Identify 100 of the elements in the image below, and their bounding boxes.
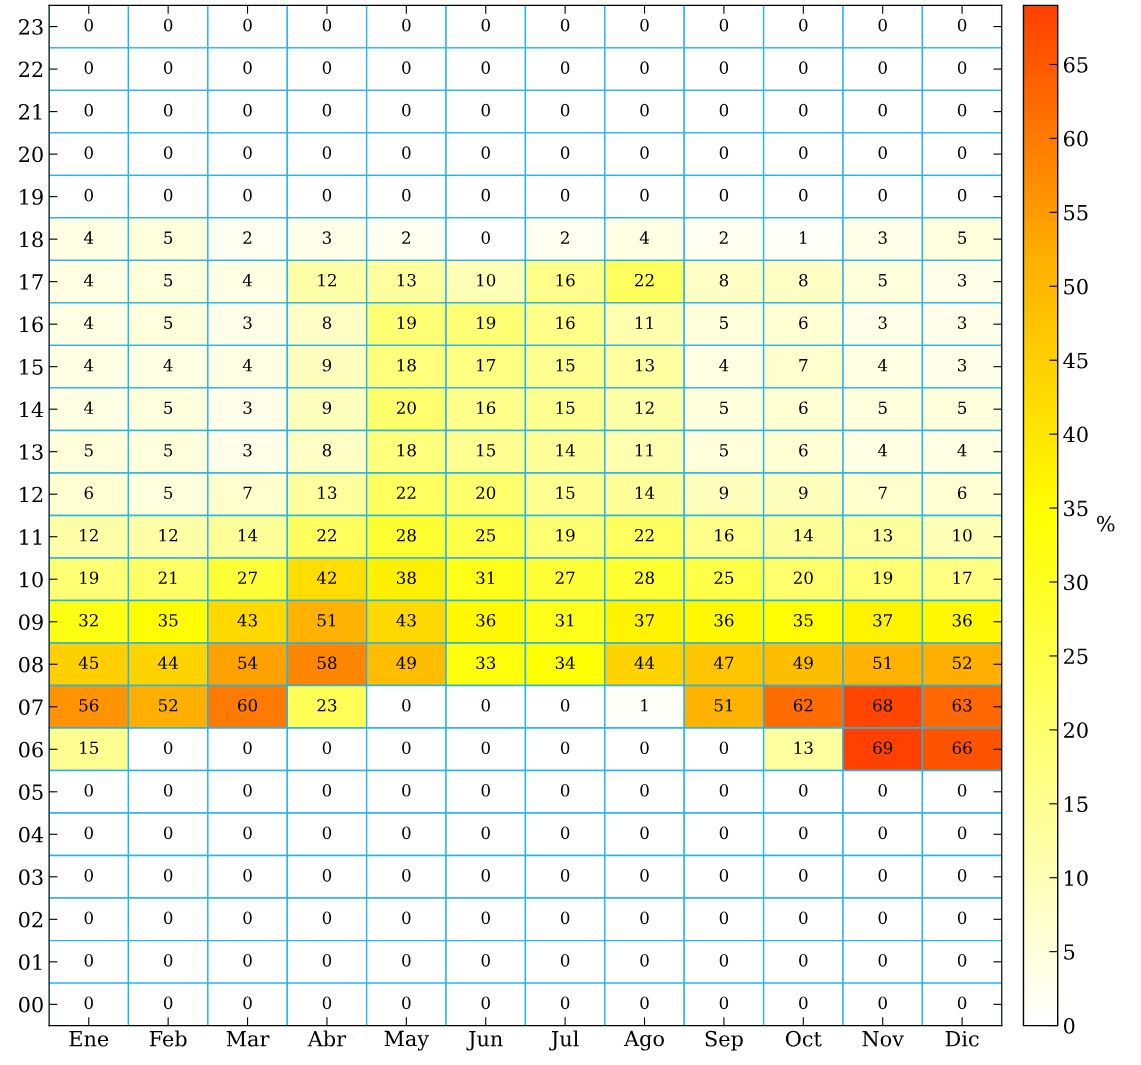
data-label: 0 bbox=[878, 188, 887, 202]
data-label: 0 bbox=[719, 146, 729, 159]
data-label: 0 bbox=[799, 996, 808, 1010]
data-label: 25 bbox=[476, 528, 496, 542]
data-label: 0 bbox=[560, 188, 570, 202]
data-label: 0 bbox=[719, 61, 729, 74]
y-tick-label: 07 bbox=[19, 699, 43, 715]
data-label: 0 bbox=[163, 103, 173, 117]
data-label: 0 bbox=[163, 18, 173, 32]
data-label: 51 bbox=[714, 698, 733, 712]
color-bar-label: 0 bbox=[1063, 1018, 1075, 1034]
data-label: 0 bbox=[402, 61, 411, 74]
color-bar-title: % bbox=[1097, 515, 1115, 532]
y-tick-label: 10 bbox=[20, 571, 43, 588]
data-label: 0 bbox=[322, 146, 332, 159]
data-label: 35 bbox=[793, 613, 813, 627]
data-label: 44 bbox=[634, 656, 655, 669]
y-tick-label: 01 bbox=[19, 954, 42, 971]
data-label: 0 bbox=[719, 188, 729, 202]
data-label: 0 bbox=[957, 869, 967, 882]
data-label: 0 bbox=[84, 911, 93, 925]
data-label: 4 bbox=[83, 401, 94, 414]
data-label: 0 bbox=[640, 188, 649, 202]
data-label: 27 bbox=[238, 571, 257, 584]
data-label: 0 bbox=[322, 996, 332, 1010]
data-label: 4 bbox=[877, 358, 888, 372]
data-label: 4 bbox=[877, 443, 888, 457]
data-label: 5 bbox=[164, 401, 173, 415]
y-tick-label: 05 bbox=[19, 784, 43, 800]
data-label: 0 bbox=[402, 741, 411, 755]
x-tick-label: Dic bbox=[945, 1030, 979, 1047]
data-label: 0 bbox=[640, 996, 649, 1010]
data-label: 3 bbox=[243, 401, 252, 415]
data-label: 0 bbox=[640, 784, 649, 797]
data-label: 0 bbox=[640, 954, 649, 967]
data-label: 54 bbox=[238, 656, 258, 670]
data-label: 19 bbox=[397, 316, 416, 329]
data-label: 2 bbox=[243, 231, 252, 244]
data-label: 0 bbox=[322, 18, 332, 32]
data-label: 0 bbox=[243, 954, 252, 967]
data-label: 0 bbox=[84, 188, 93, 202]
data-label: 0 bbox=[163, 996, 173, 1010]
data-label: 0 bbox=[957, 954, 967, 967]
data-label: 2 bbox=[560, 231, 569, 244]
data-label: 2 bbox=[719, 231, 728, 244]
data-label: 0 bbox=[640, 103, 649, 117]
data-label: 18 bbox=[397, 358, 416, 372]
data-label: 0 bbox=[84, 18, 93, 32]
data-label: 0 bbox=[957, 911, 967, 925]
x-tick-label: Nov bbox=[862, 1031, 904, 1047]
data-label: 37 bbox=[635, 613, 654, 627]
data-label: 5 bbox=[878, 274, 887, 287]
data-label: 0 bbox=[243, 146, 252, 159]
color-bar-label: 30 bbox=[1064, 574, 1088, 591]
data-label: 0 bbox=[878, 61, 887, 74]
data-label: 0 bbox=[402, 869, 411, 882]
data-label: 23 bbox=[317, 698, 337, 712]
data-label: 0 bbox=[84, 996, 93, 1010]
data-label: 0 bbox=[719, 826, 729, 840]
data-label: 21 bbox=[158, 571, 177, 584]
data-label: 17 bbox=[953, 571, 972, 584]
data-label: 0 bbox=[481, 911, 490, 925]
x-tick-label: Ene bbox=[69, 1031, 109, 1047]
data-label: 0 bbox=[799, 103, 808, 117]
color-bar-label: 15 bbox=[1065, 796, 1088, 813]
data-label: 13 bbox=[635, 358, 654, 372]
data-label: 0 bbox=[878, 18, 887, 32]
data-label: 0 bbox=[878, 911, 887, 925]
data-label: 14 bbox=[238, 528, 258, 542]
y-tick-label: 09 bbox=[19, 614, 43, 630]
data-label: 15 bbox=[556, 486, 575, 500]
data-label: 0 bbox=[799, 826, 808, 840]
data-label: 0 bbox=[402, 698, 411, 712]
data-label: 36 bbox=[714, 613, 734, 627]
data-label: 0 bbox=[163, 911, 173, 925]
data-label: 3 bbox=[958, 273, 967, 287]
data-label: 0 bbox=[640, 826, 649, 840]
data-label: 5 bbox=[164, 316, 173, 329]
color-bar-label: 65 bbox=[1063, 56, 1088, 73]
data-label: 0 bbox=[243, 784, 252, 797]
data-label: 0 bbox=[481, 61, 490, 74]
data-label: 4 bbox=[719, 358, 729, 372]
color-bar-label: 20 bbox=[1063, 722, 1088, 739]
data-label: 4 bbox=[163, 358, 173, 372]
data-label: 0 bbox=[84, 826, 93, 840]
data-label: 0 bbox=[560, 784, 570, 797]
data-label: 0 bbox=[163, 188, 173, 202]
data-label: 1 bbox=[641, 698, 648, 712]
data-label: 68 bbox=[873, 698, 893, 712]
data-label: 20 bbox=[476, 486, 496, 500]
data-label: 0 bbox=[481, 146, 490, 159]
data-label: 4 bbox=[242, 358, 253, 372]
data-label: 0 bbox=[163, 61, 173, 74]
data-label: 17 bbox=[477, 358, 496, 372]
data-label: 6 bbox=[84, 486, 94, 500]
data-label: 0 bbox=[640, 741, 649, 755]
data-label: 37 bbox=[873, 613, 893, 627]
data-label: 0 bbox=[957, 146, 967, 159]
data-label: 0 bbox=[243, 103, 252, 117]
data-label: 0 bbox=[481, 188, 490, 202]
